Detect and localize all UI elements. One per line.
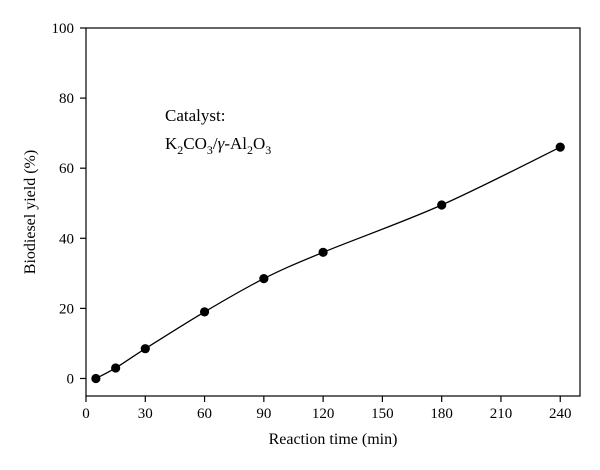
x-tick-label: 90 — [256, 406, 271, 422]
x-tick-label: 180 — [430, 406, 453, 422]
data-point — [437, 200, 447, 210]
x-tick-label: 240 — [549, 406, 572, 422]
x-tick-label: 30 — [138, 406, 153, 422]
annotation-slash: / — [213, 134, 218, 153]
data-point — [555, 142, 565, 152]
annotation-al: -Al — [224, 134, 247, 153]
annotation-k-sub: 2 — [177, 143, 183, 157]
plot-border — [85, 27, 581, 397]
series-group — [91, 142, 565, 384]
y-axis-ticks: 0 20 40 60 80 100 — [52, 21, 86, 387]
y-tick-label: 60 — [59, 161, 74, 177]
y-tick-label: 100 — [52, 21, 75, 37]
annotation-gamma: γ — [218, 134, 226, 153]
annotation-o: O — [253, 134, 265, 153]
y-tick-label: 0 — [67, 371, 75, 387]
x-tick-label: 210 — [490, 406, 513, 422]
data-point — [318, 247, 328, 257]
annotation-line-2: K2CO3/γ-Al2O3 — [165, 134, 271, 157]
y-tick-label: 40 — [59, 231, 74, 247]
annotation-co: CO — [183, 134, 207, 153]
y-axis-title: Biodiesel yield (%) — [22, 150, 39, 274]
data-point — [199, 307, 210, 317]
annotation-line-1: Catalyst: — [165, 106, 225, 125]
y-tick-label: 20 — [59, 301, 74, 317]
plot-frame — [85, 27, 581, 397]
series-line — [95, 146, 561, 380]
data-point — [91, 373, 101, 384]
annotation-al-sub: 2 — [247, 143, 253, 157]
x-tick-label: 120 — [312, 406, 335, 422]
x-tick-label: 150 — [371, 406, 394, 422]
x-axis-title: Reaction time (min) — [269, 431, 398, 448]
data-point — [111, 363, 121, 373]
x-tick-label: 60 — [197, 406, 212, 422]
data-point — [140, 344, 150, 354]
annotation-o-sub: 3 — [265, 143, 271, 157]
annotation-co-sub: 3 — [207, 143, 213, 157]
annotation-k: K — [165, 134, 178, 153]
x-axis-ticks: 0 30 60 90 120 150 180 210 240 — [82, 396, 571, 422]
x-tick-label: 0 — [82, 406, 90, 422]
data-point — [259, 273, 269, 284]
y-tick-label: 80 — [59, 91, 74, 107]
